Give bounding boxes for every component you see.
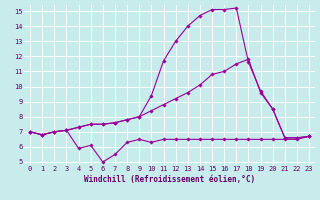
X-axis label: Windchill (Refroidissement éolien,°C): Windchill (Refroidissement éolien,°C) [84, 175, 255, 184]
